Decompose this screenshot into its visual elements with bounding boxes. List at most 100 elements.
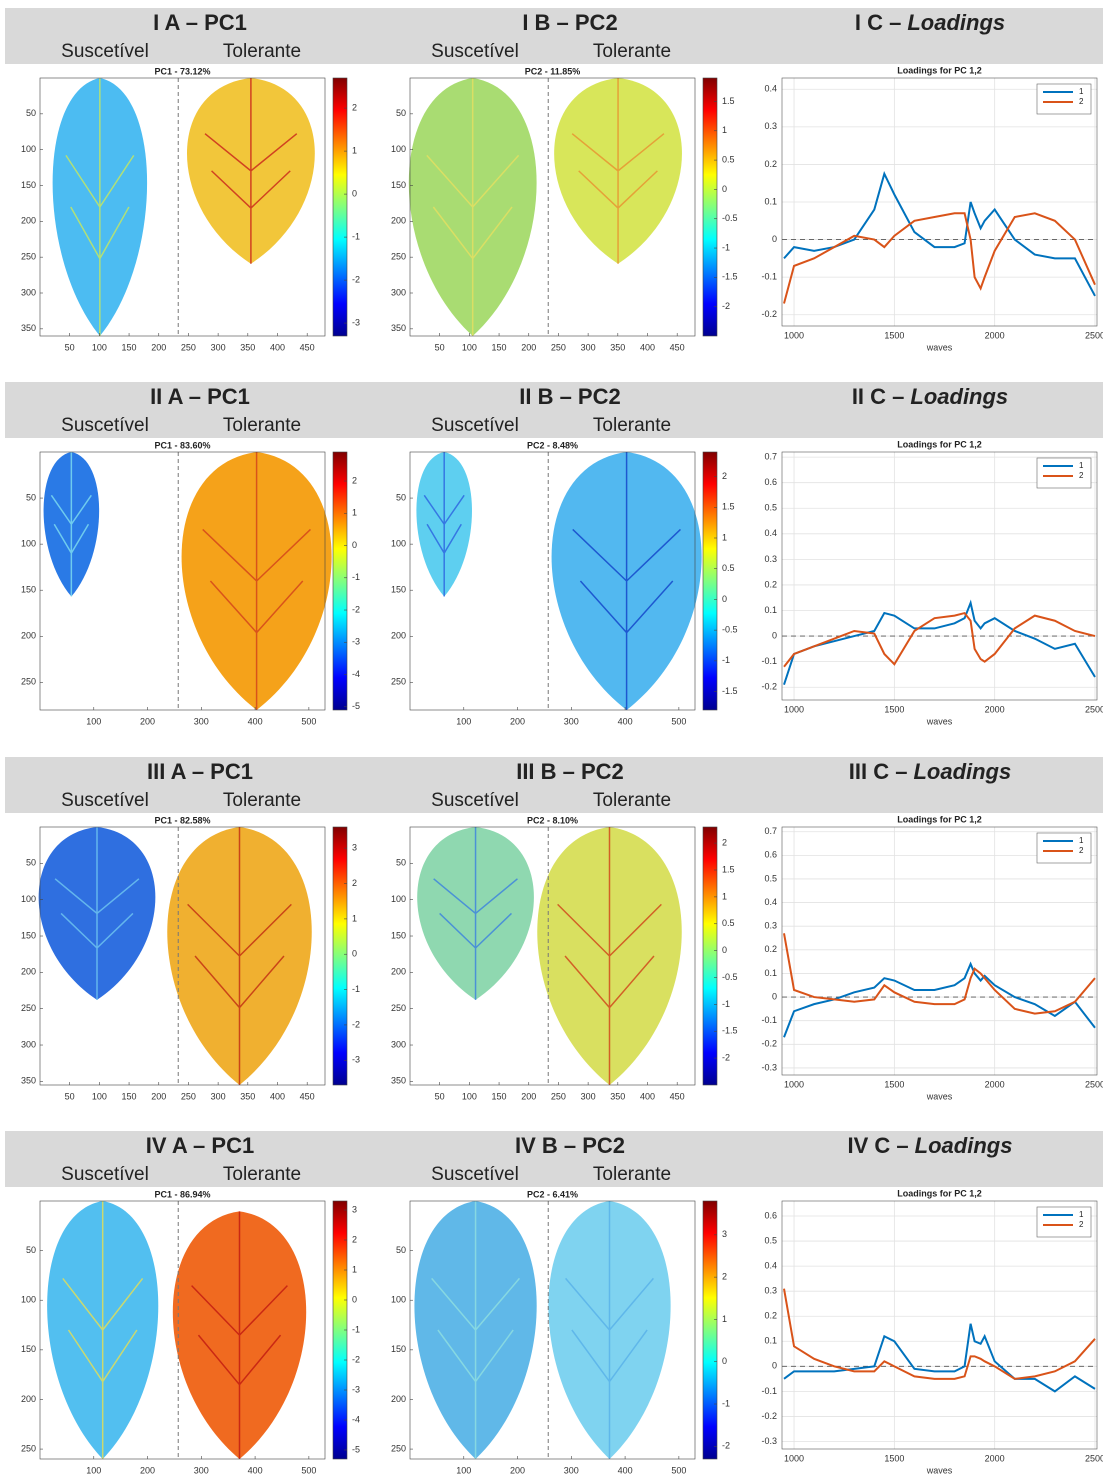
y-tick-label: 250: [21, 1443, 36, 1453]
colorbar-tick-label: 1.5: [722, 864, 735, 874]
x-tick-label: 350: [240, 342, 255, 352]
x-tick-label: 300: [581, 1091, 596, 1101]
group-label: Suscetível: [431, 41, 519, 62]
y-tick-label: -0.3: [761, 1062, 777, 1072]
group-label: Tolerante: [593, 790, 671, 811]
colorbar-tick-label: -2: [722, 301, 730, 311]
colorbar-tick-label: -1.5: [722, 686, 738, 696]
legend-label: 2: [1079, 471, 1084, 480]
colorbar-tick-label: -5: [352, 1444, 360, 1454]
y-tick-label: 0.2: [764, 944, 777, 954]
colorbar: [702, 826, 718, 1086]
plot-title: PC2 - 6.41%: [527, 1189, 578, 1199]
x-tick-label: 450: [670, 1091, 685, 1101]
colorbar-tick-label: 1: [352, 913, 357, 923]
plot-title: Loadings for PC 1,2: [897, 1188, 982, 1198]
y-tick-label: 0.4: [764, 528, 777, 538]
colorbar-tick-label: 2: [352, 878, 357, 888]
panel-title: II B – PC2: [519, 384, 620, 409]
colorbar-tick-label: -4: [352, 1414, 360, 1424]
group-label: Tolerante: [223, 1164, 301, 1185]
y-tick-label: 250: [391, 252, 406, 262]
y-tick-label: 0.6: [764, 477, 777, 487]
group-label: Suscetível: [431, 415, 519, 436]
legend-label: 1: [1079, 836, 1084, 845]
colorbar: [332, 77, 348, 337]
leaf-vein: [54, 827, 140, 1000]
plot-frame: [781, 451, 1098, 701]
y-tick-label: -0.2: [761, 1039, 777, 1049]
plot-title: PC2 - 8.10%: [527, 815, 578, 825]
x-tick-label: 250: [181, 1091, 196, 1101]
y-tick-label: 0.5: [764, 1235, 777, 1245]
panel-title-emphasis: Loadings: [910, 384, 1008, 409]
colorbar-tick-label: -1.5: [722, 272, 738, 282]
x-tick-label: 50: [65, 1091, 75, 1101]
colorbar: [702, 451, 718, 711]
colorbar-tick-label: -3: [352, 1384, 360, 1394]
y-tick-label: 250: [391, 1443, 406, 1453]
leaf-vein: [571, 78, 665, 264]
y-tick-label: 0.6: [764, 1210, 777, 1220]
y-tick-label: 0.1: [764, 1336, 777, 1346]
x-tick-label: 1500: [884, 330, 904, 340]
x-tick-label: 400: [270, 342, 285, 352]
panel-title-emphasis: Loadings: [915, 1133, 1013, 1158]
y-tick-label: 0: [772, 991, 777, 1001]
x-tick-label: 1000: [784, 1453, 804, 1463]
y-tick-label: 150: [21, 1344, 36, 1354]
x-tick-label: 2000: [985, 1079, 1005, 1089]
panel-title: IV B – PC2: [515, 1133, 625, 1158]
colorbar-tick-label: -1: [722, 242, 730, 252]
group-label: Tolerante: [593, 1164, 671, 1185]
leaf-vein: [557, 827, 662, 1085]
group-label: Suscetível: [61, 41, 149, 62]
y-tick-label: 250: [391, 1003, 406, 1013]
y-tick-label: 150: [391, 585, 406, 595]
x-tick-label: 200: [510, 1465, 525, 1475]
x-tick-label: 500: [301, 716, 316, 726]
line-series: [783, 599, 1096, 685]
colorbar-tick-label: 0: [352, 188, 357, 198]
panel-title-text: III C –: [849, 759, 908, 784]
x-tick-label: 500: [301, 1465, 316, 1475]
x-tick-label: 50: [435, 342, 445, 352]
colorbar-tick-label: 0: [722, 945, 727, 955]
y-tick-label: 0.3: [764, 554, 777, 564]
y-tick-label: 0.1: [764, 196, 777, 206]
y-tick-label: -0.2: [761, 1411, 777, 1421]
colorbar-tick-label: -2: [352, 274, 360, 284]
x-tick-label: 350: [240, 1091, 255, 1101]
x-tick-label: 400: [270, 1091, 285, 1101]
leaf-vein: [431, 1201, 521, 1459]
y-tick-label: 200: [21, 631, 36, 641]
y-tick-label: 0.6: [764, 850, 777, 860]
colorbar-tick-label: 2: [722, 838, 727, 848]
colorbar-tick-label: 1: [722, 532, 727, 542]
y-tick-label: 150: [391, 930, 406, 940]
colorbar-tick-label: 3: [722, 1229, 727, 1239]
colorbar-tick-label: 2: [722, 1272, 727, 1282]
y-tick-label: 50: [26, 108, 36, 118]
y-tick-label: 200: [391, 967, 406, 977]
legend-label: 1: [1079, 1210, 1084, 1219]
y-tick-label: 0.3: [764, 921, 777, 931]
colorbar-tick-label: 0.5: [722, 154, 735, 164]
y-tick-label: 100: [21, 894, 36, 904]
x-tick-label: 300: [564, 716, 579, 726]
leaf-vein: [187, 827, 292, 1085]
colorbar-tick-label: 1.5: [722, 96, 735, 106]
x-tick-label: 300: [564, 1465, 579, 1475]
y-tick-label: 0.4: [764, 897, 777, 907]
x-tick-label: 200: [521, 1091, 536, 1101]
colorbar-tick-label: -5: [352, 701, 360, 711]
colorbar-tick-label: -2: [352, 1019, 360, 1029]
panel-title-emphasis: Loadings: [913, 759, 1011, 784]
y-tick-label: 100: [21, 144, 36, 154]
panel-title: I B – PC2: [522, 10, 617, 35]
group-label: Tolerante: [593, 41, 671, 62]
colorbar-tick-label: 0.5: [722, 918, 735, 928]
leaf-vein: [204, 78, 298, 264]
leaf-vein: [65, 78, 135, 336]
